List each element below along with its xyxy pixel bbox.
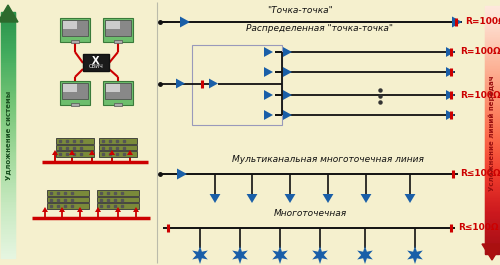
- Polygon shape: [210, 194, 220, 203]
- Polygon shape: [0, 5, 18, 22]
- Polygon shape: [192, 246, 208, 264]
- Polygon shape: [452, 16, 462, 28]
- Polygon shape: [127, 150, 133, 155]
- Bar: [62, 83, 88, 99]
- Polygon shape: [322, 194, 334, 203]
- Polygon shape: [69, 150, 75, 155]
- Polygon shape: [283, 47, 292, 57]
- Bar: [97, 190, 139, 196]
- Bar: [71, 103, 79, 106]
- Polygon shape: [404, 194, 415, 203]
- Text: "Точка-точка": "Точка-точка": [267, 6, 333, 15]
- Text: R≤100Ω: R≤100Ω: [458, 223, 498, 232]
- Polygon shape: [246, 194, 258, 203]
- Bar: [105, 83, 131, 99]
- Polygon shape: [446, 47, 455, 57]
- Bar: [60, 81, 90, 105]
- Text: СВИЧ: СВИЧ: [88, 64, 104, 69]
- Bar: [99, 151, 137, 157]
- Bar: [63, 84, 78, 91]
- Text: X: X: [92, 56, 100, 66]
- Bar: [47, 203, 89, 209]
- Text: R=100Ω: R=100Ω: [460, 47, 500, 56]
- Text: Удложнение системы: Удложнение системы: [5, 90, 11, 180]
- Polygon shape: [264, 110, 273, 120]
- Bar: [63, 21, 78, 29]
- Bar: [106, 84, 120, 91]
- Bar: [114, 103, 122, 106]
- Polygon shape: [283, 110, 292, 120]
- Polygon shape: [284, 194, 296, 203]
- Polygon shape: [357, 246, 373, 264]
- Polygon shape: [283, 67, 292, 77]
- Bar: [99, 138, 137, 144]
- Bar: [97, 197, 139, 202]
- Polygon shape: [77, 207, 83, 212]
- Bar: [60, 18, 90, 42]
- Bar: [114, 40, 122, 43]
- Polygon shape: [446, 110, 455, 120]
- Polygon shape: [177, 169, 187, 179]
- Text: Распределенная "точка-точка": Распределенная "точка-точка": [246, 24, 394, 33]
- Text: R=100Ω: R=100Ω: [460, 91, 500, 99]
- Polygon shape: [95, 207, 101, 212]
- Polygon shape: [42, 207, 48, 212]
- Polygon shape: [133, 207, 139, 212]
- Polygon shape: [59, 207, 65, 212]
- Bar: [47, 197, 89, 202]
- Polygon shape: [232, 246, 248, 264]
- Polygon shape: [180, 16, 190, 28]
- Bar: [56, 138, 94, 144]
- Polygon shape: [446, 90, 455, 100]
- Polygon shape: [407, 246, 423, 264]
- Text: Многоточечная: Многоточечная: [274, 209, 346, 218]
- Bar: [97, 203, 139, 209]
- Bar: [192, 45, 282, 125]
- Bar: [56, 151, 94, 157]
- Polygon shape: [89, 150, 95, 155]
- Polygon shape: [264, 47, 273, 57]
- Polygon shape: [482, 244, 500, 260]
- Polygon shape: [209, 78, 218, 89]
- Polygon shape: [52, 150, 58, 155]
- Bar: [71, 40, 79, 43]
- Polygon shape: [312, 246, 328, 264]
- Polygon shape: [360, 194, 372, 203]
- Polygon shape: [264, 90, 273, 100]
- Text: Мультиканальная многоточечная линия: Мультиканальная многоточечная линия: [232, 155, 424, 164]
- Bar: [56, 145, 94, 150]
- Text: R=100Ω: R=100Ω: [465, 17, 500, 26]
- Polygon shape: [283, 90, 292, 100]
- Bar: [99, 145, 137, 150]
- Bar: [62, 20, 88, 36]
- Bar: [83, 54, 109, 71]
- Text: Усложнение линий передач: Усложнение линий передач: [489, 75, 495, 191]
- Bar: [105, 20, 131, 36]
- Bar: [103, 81, 133, 105]
- Polygon shape: [109, 150, 115, 155]
- Polygon shape: [176, 78, 185, 89]
- Polygon shape: [272, 246, 288, 264]
- Text: R≤100Ω: R≤100Ω: [460, 170, 500, 179]
- Bar: [47, 190, 89, 196]
- Bar: [103, 18, 133, 42]
- Bar: [106, 21, 120, 29]
- Polygon shape: [115, 207, 121, 212]
- Polygon shape: [264, 67, 273, 77]
- Polygon shape: [446, 67, 455, 77]
